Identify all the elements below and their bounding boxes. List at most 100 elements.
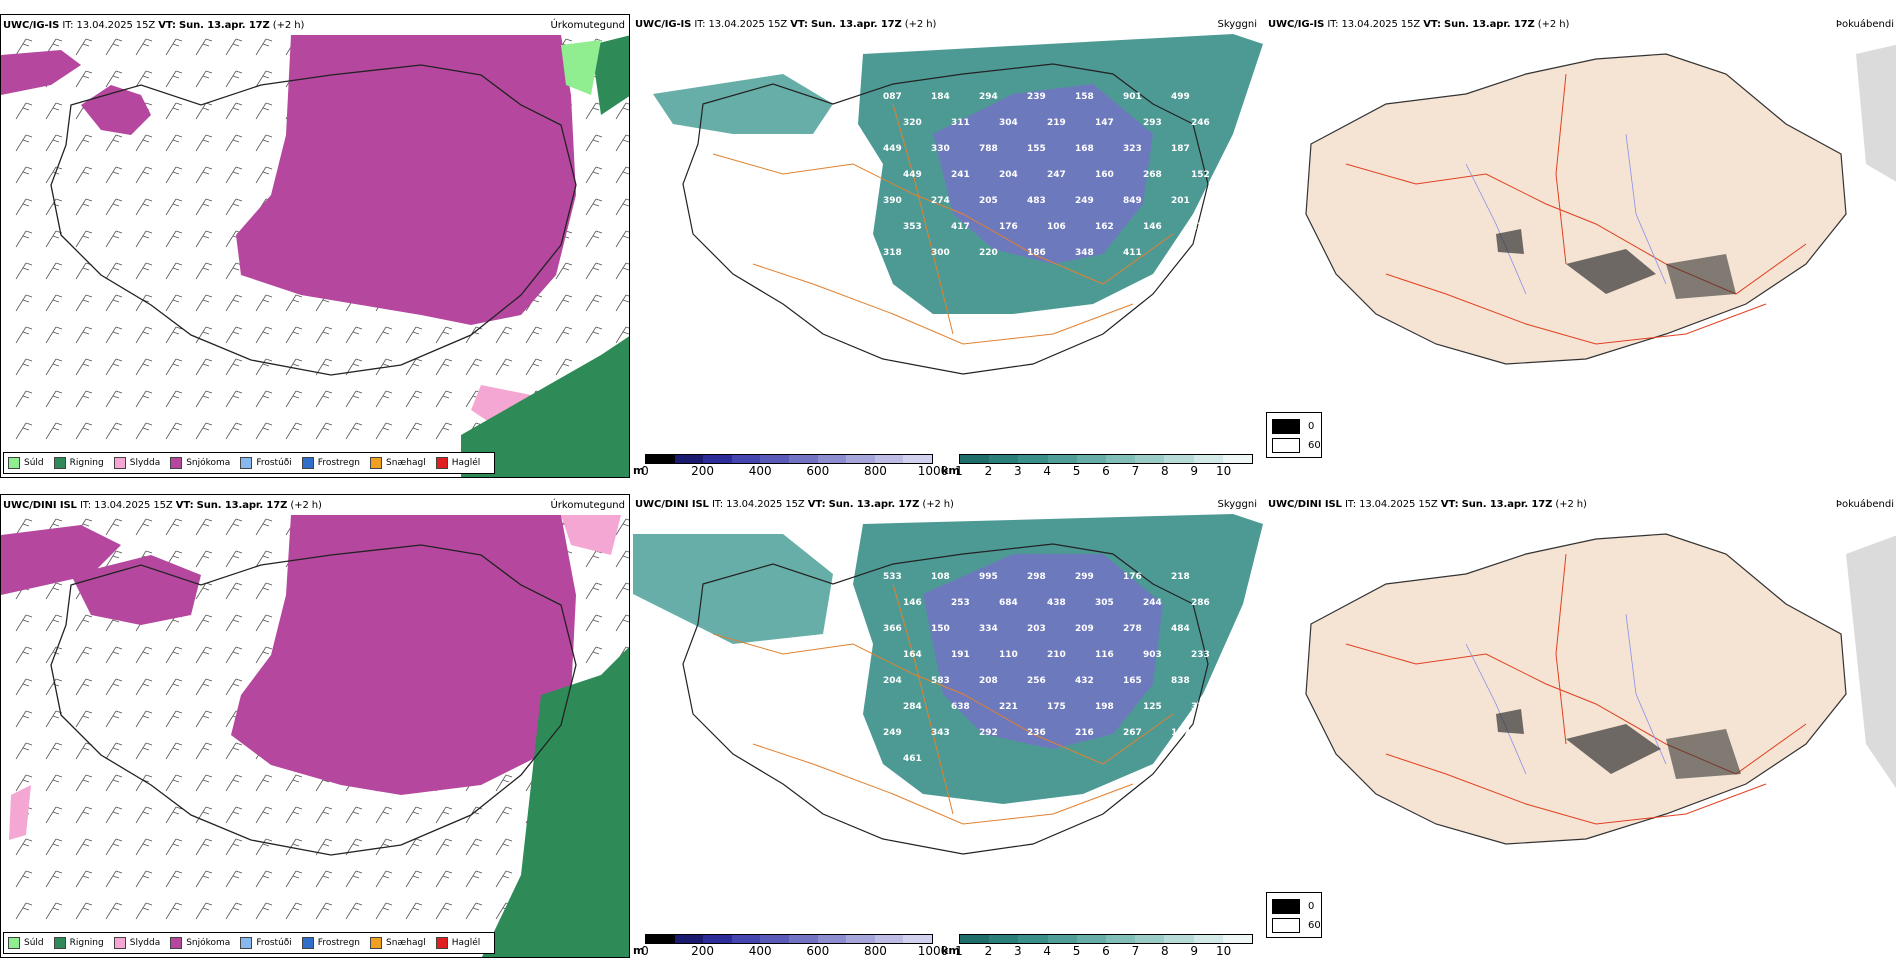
legend-label: Snæhagl <box>386 458 426 468</box>
cloud-height-label: 278 <box>1123 624 1142 634</box>
cloud-height-label: 146 <box>1143 222 1162 232</box>
wind-barb <box>375 838 393 856</box>
wind-barb <box>75 806 93 824</box>
visibility-unit: km <box>941 464 960 477</box>
legend-item: Slydda <box>113 457 160 469</box>
wind-barb <box>225 678 243 696</box>
wind-barb <box>345 422 363 440</box>
wind-barb <box>105 198 123 216</box>
wind-barb <box>255 70 273 88</box>
wind-barb <box>15 326 33 344</box>
wind-barb <box>195 774 213 792</box>
colorbar-tick: 4 <box>1043 464 1052 478</box>
cloud-height-label: 220 <box>979 248 998 258</box>
wind-barb <box>435 902 453 920</box>
wind-barb <box>615 198 629 216</box>
wind-barb <box>75 422 93 440</box>
wind-barb <box>105 390 123 408</box>
colorbar-tick: 1000 <box>917 464 949 478</box>
legend-swatch <box>170 937 183 949</box>
cloud-height-label: 249 <box>883 728 902 738</box>
wind-barb <box>75 614 93 632</box>
wind-barb <box>15 902 33 920</box>
cloud-height-label: 125 <box>1143 702 1162 712</box>
wind-barb <box>585 326 603 344</box>
colorbar-tick: 6 <box>1102 464 1110 478</box>
legend-label: Snæhagl <box>386 938 426 948</box>
legend-swatch <box>240 937 253 949</box>
cloud-height-label: 152 <box>1191 170 1210 180</box>
sleet-area <box>561 515 621 555</box>
wind-barb <box>255 166 273 184</box>
wind-barb <box>285 390 303 408</box>
wind-barb <box>585 230 603 248</box>
wind-barb <box>555 262 573 280</box>
wind-barb <box>615 134 629 152</box>
wind-barb <box>345 806 363 824</box>
wind-barb <box>135 806 153 824</box>
wind-barb <box>195 166 213 184</box>
cloud-height-label: 583 <box>931 676 950 686</box>
wind-barb <box>105 358 123 376</box>
cloud-height-label: 903 <box>1143 650 1162 660</box>
wind-barb <box>15 294 33 312</box>
wind-barb <box>165 870 183 888</box>
cloud-height-label: 216 <box>1075 728 1094 738</box>
cloud-height-label: 162 <box>1095 222 1114 232</box>
wind-barb <box>135 38 153 56</box>
wind-barb <box>135 838 153 856</box>
legend-item: Rigning <box>53 457 104 469</box>
colorbar-tick: 7 <box>1131 464 1140 478</box>
wind-barb <box>165 102 183 120</box>
wind-barb <box>495 870 513 888</box>
fog-offshore <box>1846 535 1896 789</box>
wind-barb <box>225 38 243 56</box>
iceland-outline <box>682 63 1209 375</box>
wind-barb <box>255 550 273 568</box>
wind-barb <box>165 838 183 856</box>
wind-barb <box>45 582 63 600</box>
legend-swatch <box>240 457 253 469</box>
fog-patch <box>1566 724 1661 774</box>
fog-panel-bottom: UWC/DINI ISL IT: 13.04.2025 15Z VT: Sun.… <box>1266 494 1896 958</box>
wind-barb <box>75 742 93 760</box>
wind-barb <box>405 902 423 920</box>
wind-barb <box>225 902 243 920</box>
wind-barb <box>165 326 183 344</box>
wind-barb <box>225 646 243 664</box>
wind-barb <box>255 646 273 664</box>
wind-barb <box>105 294 123 312</box>
wind-barb <box>195 870 213 888</box>
cloud-height-label: 249 <box>1075 196 1094 206</box>
wind-barb <box>75 646 93 664</box>
legend-item: Snjókoma <box>170 457 230 469</box>
wind-barb <box>195 742 213 760</box>
wind-barb <box>585 550 603 568</box>
legend-item: Rigning <box>53 937 104 949</box>
legend-swatch <box>53 457 66 469</box>
cloud-height-label: 366 <box>883 624 902 634</box>
legend-swatch <box>53 937 66 949</box>
wind-barb <box>105 806 123 824</box>
wind-barb <box>195 838 213 856</box>
cloudbase-area <box>933 84 1153 264</box>
wind-barb <box>75 70 93 88</box>
visibility-unit: km <box>941 944 960 957</box>
cloud-height-label: 294 <box>979 92 998 102</box>
cloud-height-label: 191 <box>951 650 970 660</box>
wind-barb <box>285 902 303 920</box>
wind-barb <box>345 390 363 408</box>
cloud-height-label: 684 <box>999 598 1018 608</box>
panel-title: Skyggni <box>1217 499 1257 510</box>
colorbar-tick: 800 <box>863 464 887 478</box>
wind-barb <box>165 806 183 824</box>
cloud-height-label: 304 <box>999 118 1018 128</box>
wind-barb <box>225 166 243 184</box>
visibility-colorbar: 1 2 3 4 5 6 7 8 9 10 km <box>941 934 1253 958</box>
cloud-height-label: 186 <box>1027 248 1046 258</box>
snow-area-sw <box>1 50 81 95</box>
wind-barb <box>75 230 93 248</box>
iceland-outline <box>50 64 577 376</box>
legend-label: Haglél <box>451 938 481 948</box>
wind-barb <box>105 902 123 920</box>
